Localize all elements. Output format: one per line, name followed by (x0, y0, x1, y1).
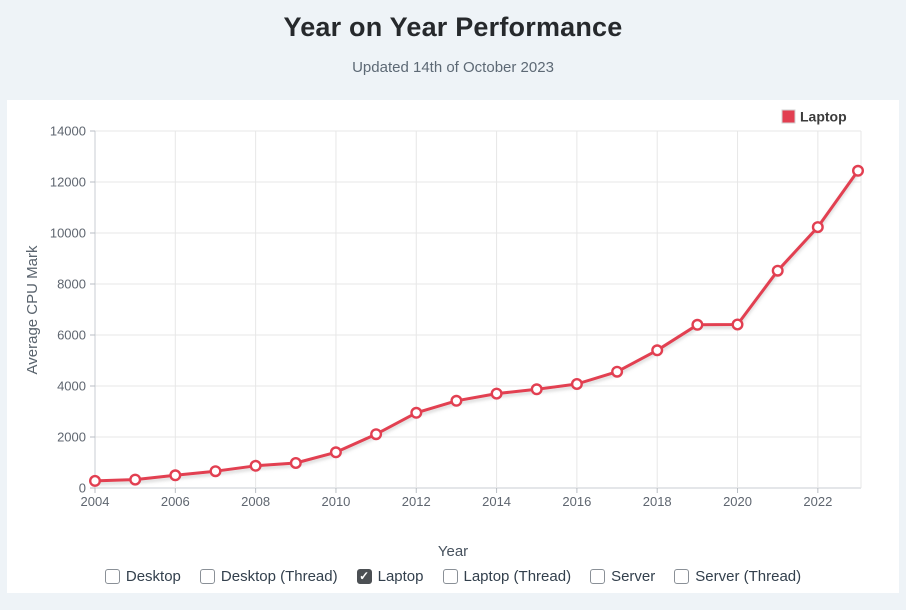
gridlines (94, 130, 862, 489)
svg-text:2008: 2008 (241, 494, 270, 509)
svg-text:6000: 6000 (57, 328, 86, 343)
data-point-2018[interactable] (651, 344, 664, 357)
chart-card: 2004 2006 2008 2010 2012 2014 2016 2018 2020 2022… (7, 100, 899, 593)
checkbox-desktop-thread-unchecked[interactable] (199, 568, 215, 584)
page-title: Year on Year Performance (283, 12, 623, 42)
series-markers-laptop (88, 164, 865, 487)
page-subtitle: Updated 14th of October 2023 (352, 59, 554, 76)
svg-text:8000: 8000 (57, 277, 86, 292)
checkbox-server-unchecked[interactable] (590, 568, 606, 584)
data-point-2009[interactable] (289, 457, 302, 470)
filter-item-desktop-thread[interactable]: Desktop (Thread) (199, 567, 338, 585)
data-point-2012[interactable] (410, 406, 423, 419)
filter-label: Laptop (377, 567, 424, 585)
filter-item-server-thread[interactable]: Server (Thread) (674, 568, 801, 585)
data-point-2014[interactable] (490, 387, 503, 400)
svg-text:2006: 2006 (161, 494, 190, 509)
legend-item-laptop[interactable]: Laptop (781, 109, 847, 125)
performance-line-chart: 2004 2006 2008 2010 2012 2014 2016 2018 2020 2022… (24, 109, 865, 509)
svg-text:2020: 2020 (723, 494, 752, 509)
filter-label: Server (Thread) (695, 567, 802, 585)
svg-text:2004: 2004 (81, 494, 110, 509)
filter-label: Desktop (Thread) (220, 567, 338, 585)
svg-text:12000: 12000 (50, 175, 86, 190)
svg-text:2000: 2000 (57, 430, 86, 445)
series-filter-bar: Desktop Desktop (Thread) Laptop Laptop (… (7, 564, 899, 588)
data-point-2023[interactable] (852, 164, 865, 177)
data-point-2008[interactable] (249, 459, 262, 472)
svg-text:2012: 2012 (402, 494, 431, 509)
filter-label: Server (611, 567, 656, 585)
x-tick-labels: 2004 2006 2008 2010 2012 2014 2016 2018 2020 2022 (81, 494, 833, 509)
svg-text:2014: 2014 (482, 494, 511, 509)
checkbox-desktop-unchecked[interactable] (104, 568, 120, 584)
svg-text:10000: 10000 (50, 226, 86, 241)
filter-label: Laptop (Thread) (463, 567, 572, 585)
series-line-laptop (93, 169, 860, 483)
data-point-2013[interactable] (450, 394, 463, 407)
svg-text:0: 0 (79, 481, 86, 496)
svg-text:2016: 2016 (562, 494, 591, 509)
data-point-2011[interactable] (370, 428, 383, 441)
data-point-2021[interactable] (771, 264, 784, 277)
filter-item-laptop[interactable]: Laptop (356, 567, 424, 585)
svg-text:14000: 14000 (50, 124, 86, 139)
checkbox-server-thread-unchecked[interactable] (674, 568, 690, 584)
data-point-2006[interactable] (169, 469, 182, 482)
tick-marks (90, 130, 819, 493)
x-axis-title: Year (437, 543, 469, 560)
data-point-2004[interactable] (88, 474, 101, 487)
data-point-2005[interactable] (129, 473, 142, 486)
filter-item-desktop[interactable]: Desktop (104, 567, 181, 585)
legend-label[interactable]: Laptop (800, 109, 847, 125)
data-point-2017[interactable] (611, 365, 624, 378)
legend-swatch-laptop[interactable] (781, 109, 796, 124)
svg-text:4000: 4000 (57, 379, 86, 394)
legend: Laptop (781, 109, 847, 125)
data-point-2010[interactable] (329, 446, 342, 459)
y-tick-labels: 0 2000 4000 6000 8000 10000 12000 14000 (50, 124, 86, 496)
svg-text:2010: 2010 (321, 494, 350, 509)
data-point-2007[interactable] (209, 465, 222, 478)
data-point-2015[interactable] (530, 383, 543, 396)
data-point-2022[interactable] (811, 221, 824, 234)
checkbox-laptop-checked[interactable] (356, 568, 372, 584)
data-point-2016[interactable] (570, 378, 583, 391)
filter-label: Desktop (125, 567, 181, 585)
data-point-2020[interactable] (731, 318, 744, 331)
filter-item-server[interactable]: Server (590, 568, 655, 585)
y-axis-title: Average CPU Mark (24, 245, 41, 374)
svg-text:2022: 2022 (803, 494, 832, 509)
svg-text:2018: 2018 (643, 494, 672, 509)
filter-item-laptop-thread[interactable]: Laptop (Thread) (442, 567, 572, 585)
checkbox-laptop-thread-unchecked[interactable] (442, 568, 458, 584)
data-point-2019[interactable] (691, 318, 704, 331)
